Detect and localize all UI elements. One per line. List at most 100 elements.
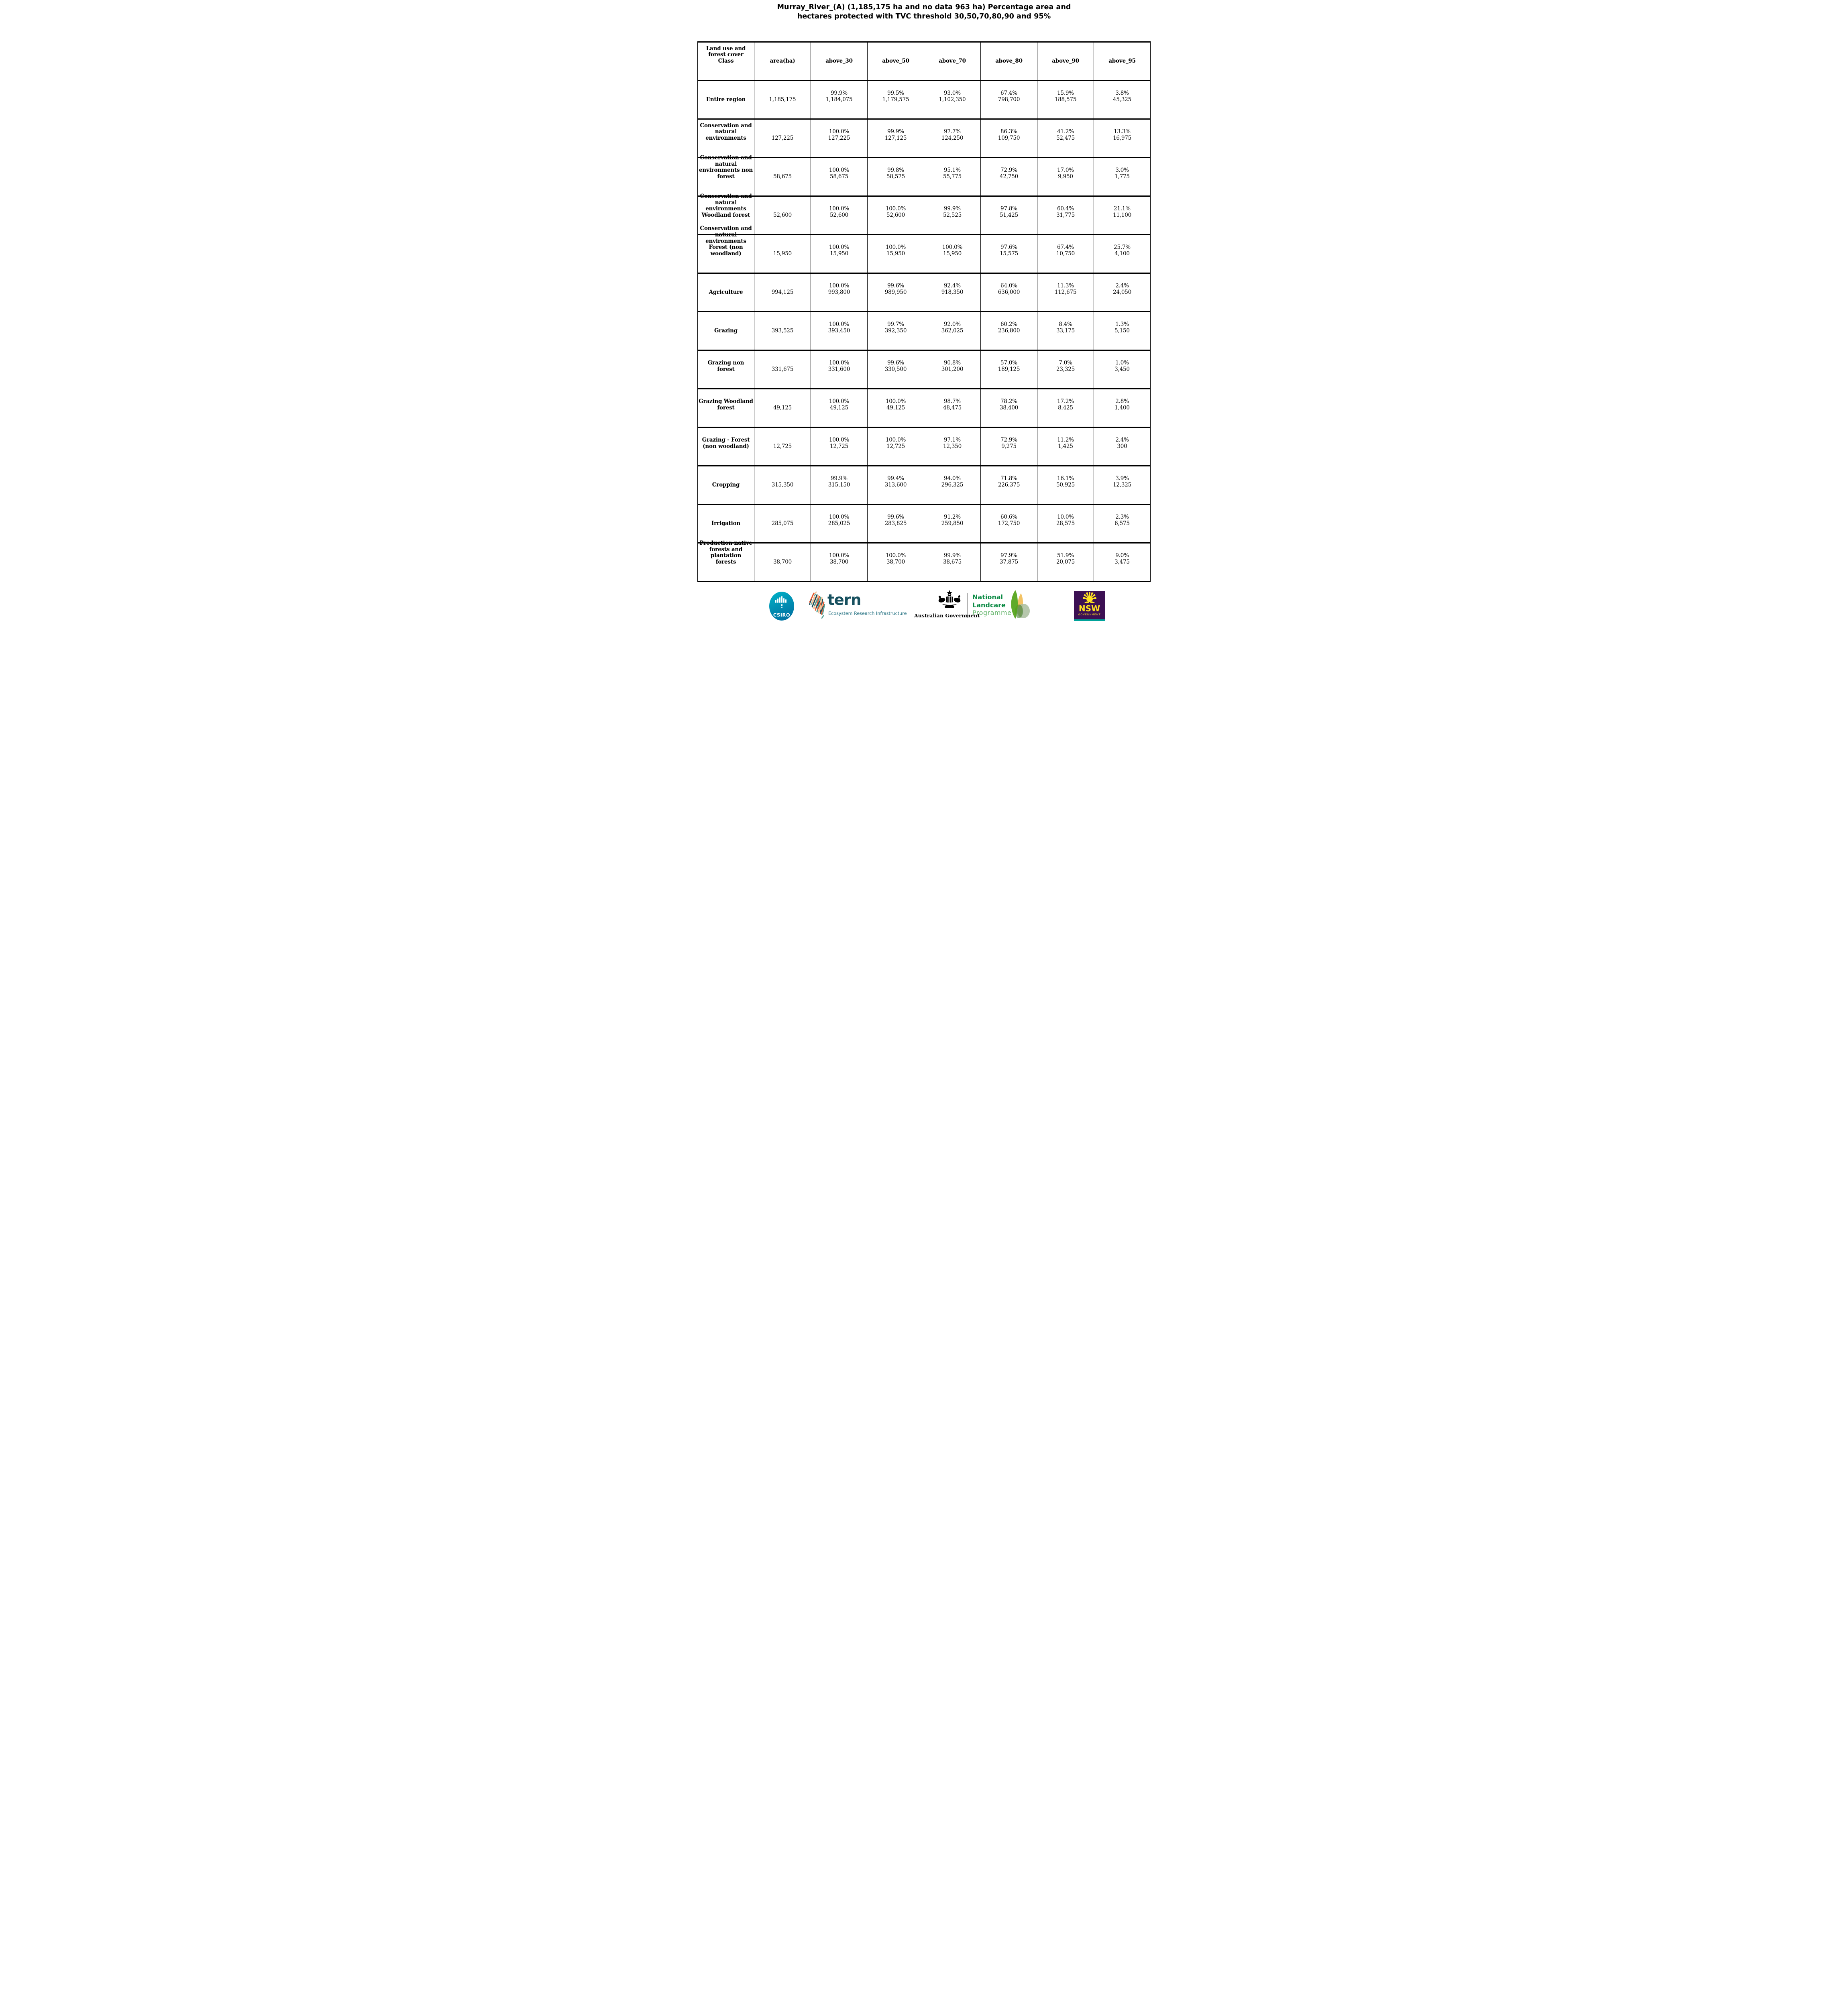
- hectares-value: 918,350: [941, 289, 964, 296]
- threshold-cell-above-70: 100.0% 15,950: [924, 234, 981, 274]
- hectares-value: 48,475: [943, 405, 962, 411]
- percent-value: 99.8%: [887, 167, 904, 174]
- percent-value: 78.2%: [1000, 398, 1017, 405]
- percent-value: 100.0%: [829, 321, 850, 328]
- table-header-row: Land use and forest cover Class area(ha)…: [697, 41, 1151, 81]
- hectares-value: 16,975: [1112, 135, 1132, 142]
- threshold-cell-above-50: 99.7% 392,350: [867, 311, 924, 351]
- hectares-value: 362,025: [941, 328, 964, 334]
- percent-value: 2.8%: [1115, 398, 1129, 405]
- row-label-cell: Agriculture: [697, 273, 754, 312]
- percent-value: 51.9%: [1057, 552, 1074, 559]
- area-cell: 52,600: [754, 195, 811, 235]
- hectares-value: 50,925: [1056, 482, 1075, 489]
- threshold-cell-above-80: 71.8% 226,375: [980, 465, 1037, 505]
- landcare-leaves-icon: [1011, 590, 1030, 619]
- threshold-cell-above-95: 2.4% 24,050: [1094, 273, 1151, 312]
- threshold-cell-above-30: 100.0% 12,725: [811, 427, 868, 466]
- row-label-cell: Grazing non forest: [697, 350, 754, 389]
- area-value: 331,675: [771, 366, 794, 373]
- threshold-cell-above-80: 60.2% 236,800: [980, 311, 1037, 351]
- hectares-value: 4,100: [1115, 250, 1130, 257]
- hectares-value: 38,400: [999, 405, 1019, 411]
- hectares-value: 283,825: [884, 520, 907, 527]
- threshold-cell-above-90: 16.1% 50,925: [1037, 465, 1094, 505]
- percent-value: 91.2%: [944, 514, 961, 521]
- landcare-line-2: Landcare: [972, 601, 1006, 609]
- threshold-cell-above-90: 8.4% 33,175: [1037, 311, 1094, 351]
- row-label: Grazing non forest: [707, 360, 744, 373]
- threshold-cell-above-30: 100.0% 49,125: [811, 388, 868, 428]
- area-cell: 331,675: [754, 350, 811, 389]
- percent-value: 9.0%: [1115, 552, 1129, 559]
- threshold-cell-above-30: 99.9% 1,184,075: [811, 80, 868, 120]
- percent-value: 100.0%: [829, 514, 850, 521]
- column-header-class: Land use and forest cover Class: [697, 41, 754, 81]
- threshold-cell-above-95: 2.3% 6,575: [1094, 504, 1151, 543]
- hectares-value: 15,950: [829, 250, 849, 257]
- percent-value: 100.0%: [829, 360, 850, 366]
- percent-value: 95.1%: [944, 167, 961, 174]
- hectares-value: 49,125: [886, 405, 905, 411]
- table-row: Grazing - Forest (non woodland) 12,725 1…: [697, 427, 1151, 466]
- threshold-cell-above-30: 100.0% 285,025: [811, 504, 868, 543]
- table-row: Conservation and natural environments no…: [697, 154, 1151, 197]
- row-label-cell: Entire region: [697, 80, 754, 120]
- area-cell: 127,225: [754, 118, 811, 158]
- hectares-value: 330,500: [884, 366, 907, 373]
- percent-value: 92.0%: [944, 321, 961, 328]
- threshold-cell-above-80: 97.8% 51,425: [980, 195, 1037, 235]
- australian-government-label: Australian Government: [914, 613, 980, 619]
- threshold-cell-above-80: 67.4% 798,700: [980, 80, 1037, 120]
- row-label-cell: Grazing - Forest (non woodland): [697, 427, 754, 466]
- row-label-cell: Production native forests and plantation…: [697, 540, 754, 582]
- landcare-line-3: Programme: [972, 609, 1012, 617]
- hectares-value: 52,525: [943, 212, 962, 219]
- hectares-value: 127,225: [828, 135, 850, 142]
- hectares-value: 1,102,350: [939, 96, 966, 103]
- threshold-cell-above-80: 72.9% 9,275: [980, 427, 1037, 466]
- column-header-above-50: above_50: [867, 41, 924, 81]
- percent-value: 98.7%: [944, 398, 961, 405]
- tern-australia-map-icon: [809, 591, 825, 619]
- threshold-cell-above-95: 3.9% 12,325: [1094, 465, 1151, 505]
- percent-value: 99.6%: [887, 514, 904, 521]
- area-value: 393,525: [771, 328, 794, 334]
- threshold-cell-above-70: 91.2% 259,850: [924, 504, 981, 543]
- percent-value: 60.6%: [1000, 514, 1017, 521]
- csiro-wave-icon: [775, 596, 786, 608]
- hectares-value: 285,025: [828, 520, 850, 527]
- percent-value: 67.4%: [1057, 244, 1074, 251]
- percent-value: 100.0%: [829, 244, 850, 251]
- area-cell: 49,125: [754, 388, 811, 428]
- threshold-cell-above-50: 100.0% 15,950: [867, 234, 924, 274]
- percent-value: 57.0%: [1000, 360, 1017, 366]
- percent-value: 99.6%: [887, 360, 904, 366]
- row-label-cell: Cropping: [697, 465, 754, 505]
- threshold-cell-above-70: 99.9% 52,525: [924, 195, 981, 235]
- hectares-value: 1,184,075: [825, 96, 853, 103]
- row-label: Conservation and natural environments no…: [699, 154, 753, 180]
- threshold-cell-above-90: 15.9% 188,575: [1037, 80, 1094, 120]
- percent-value: 100.0%: [885, 552, 906, 559]
- threshold-cell-above-50: 99.5% 1,179,575: [867, 80, 924, 120]
- percent-value: 86.3%: [1000, 128, 1017, 135]
- threshold-cell-above-80: 60.6% 172,750: [980, 504, 1037, 543]
- percent-value: 97.7%: [944, 128, 961, 135]
- column-header-above-90: above_90: [1037, 41, 1094, 81]
- row-label-cell: Conservation and natural environments no…: [697, 154, 754, 197]
- percent-value: 100.0%: [885, 206, 906, 212]
- threshold-cell-above-95: 2.8% 1,400: [1094, 388, 1151, 428]
- percent-value: 25.7%: [1114, 244, 1131, 251]
- threshold-cell-above-95: 1.3% 5,150: [1094, 311, 1151, 351]
- threshold-cell-above-80: 72.9% 42,750: [980, 157, 1037, 197]
- table-row: Conservation and natural environments Fo…: [697, 225, 1151, 274]
- percent-value: 99.9%: [944, 552, 961, 559]
- hectares-value: 52,600: [829, 212, 849, 219]
- percent-value: 97.1%: [944, 437, 961, 444]
- row-label-cell: Conservation and natural environments Fo…: [697, 225, 754, 274]
- hectares-value: 28,575: [1056, 520, 1075, 527]
- area-value: 127,225: [771, 135, 794, 142]
- hectares-value: 38,700: [886, 559, 905, 566]
- hectares-value: 300: [1117, 443, 1127, 450]
